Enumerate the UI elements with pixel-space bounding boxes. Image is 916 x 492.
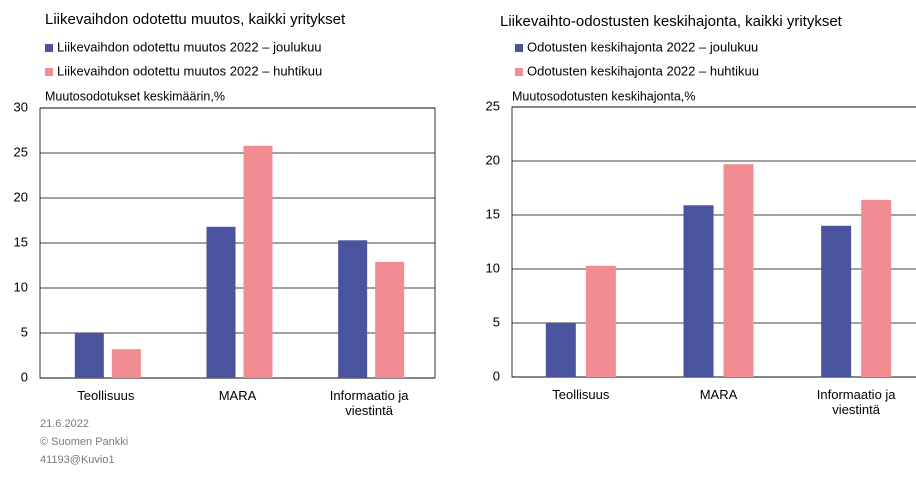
bar xyxy=(861,199,892,377)
bar xyxy=(206,226,236,378)
y-tick-label: 10 xyxy=(14,279,28,294)
y-tick-label: 10 xyxy=(486,260,500,275)
legend-label: Odotusten keskihajonta 2022 – huhtikuu xyxy=(527,63,759,78)
y-tick-label: 0 xyxy=(493,368,500,383)
bar xyxy=(585,265,616,377)
plot-frame xyxy=(511,106,916,378)
bar xyxy=(375,261,405,378)
bar xyxy=(683,205,714,377)
bar xyxy=(74,333,104,378)
y-tick-label: 0 xyxy=(21,369,28,384)
legend-swatch xyxy=(515,44,523,52)
footer-text: 21.6.2022 xyxy=(40,418,89,430)
chart-title: Liikevaihto-odostusten keskihajonta, kai… xyxy=(500,13,843,30)
y-tick-label: 20 xyxy=(14,189,28,204)
y-tick-label: 5 xyxy=(493,314,500,329)
y-axis-label: Muutosodotusten keskihajonta,% xyxy=(512,89,695,103)
plot-frame xyxy=(39,107,436,379)
legend-swatch xyxy=(45,44,53,52)
bar xyxy=(821,225,852,377)
x-tick-label: Teollisuus xyxy=(552,387,610,402)
y-tick-label: 20 xyxy=(486,152,500,167)
chart-title: Liikevaihdon odotettu muutos, kaikki yri… xyxy=(45,11,346,28)
y-tick-label: 25 xyxy=(14,144,28,159)
legend-label: Liikevaihdon odotettu muutos 2022 – huht… xyxy=(57,63,322,78)
x-tick-label: Informaatio ja viestintä xyxy=(329,388,409,418)
legend-swatch xyxy=(45,68,53,76)
bar xyxy=(545,323,576,377)
y-tick-label: 25 xyxy=(486,98,500,113)
y-tick-label: 15 xyxy=(14,234,28,249)
x-tick-label: MARA xyxy=(699,387,738,402)
legend-swatch xyxy=(515,68,523,76)
footer-text: 41193@Kuvio1 xyxy=(40,454,115,466)
x-tick-label: MARA xyxy=(218,388,257,403)
bar xyxy=(723,164,754,377)
x-tick-label: Teollisuus xyxy=(77,388,135,403)
x-tick-label: Informaatio ja viestintä xyxy=(816,387,896,417)
footer-text: © Suomen Pankki xyxy=(40,436,129,448)
y-tick-label: 5 xyxy=(21,324,28,339)
y-axis-label: Muutosodotukset keskimäärin,% xyxy=(45,89,225,103)
y-tick-label: 15 xyxy=(486,206,500,221)
bar xyxy=(243,145,273,378)
bar xyxy=(338,240,368,378)
legend-label: Odotusten keskihajonta 2022 – joulukuu xyxy=(527,39,758,54)
bar xyxy=(111,349,141,378)
legend-label: Liikevaihdon odotettu muutos 2022 – joul… xyxy=(57,39,322,54)
y-tick-label: 30 xyxy=(14,99,28,114)
